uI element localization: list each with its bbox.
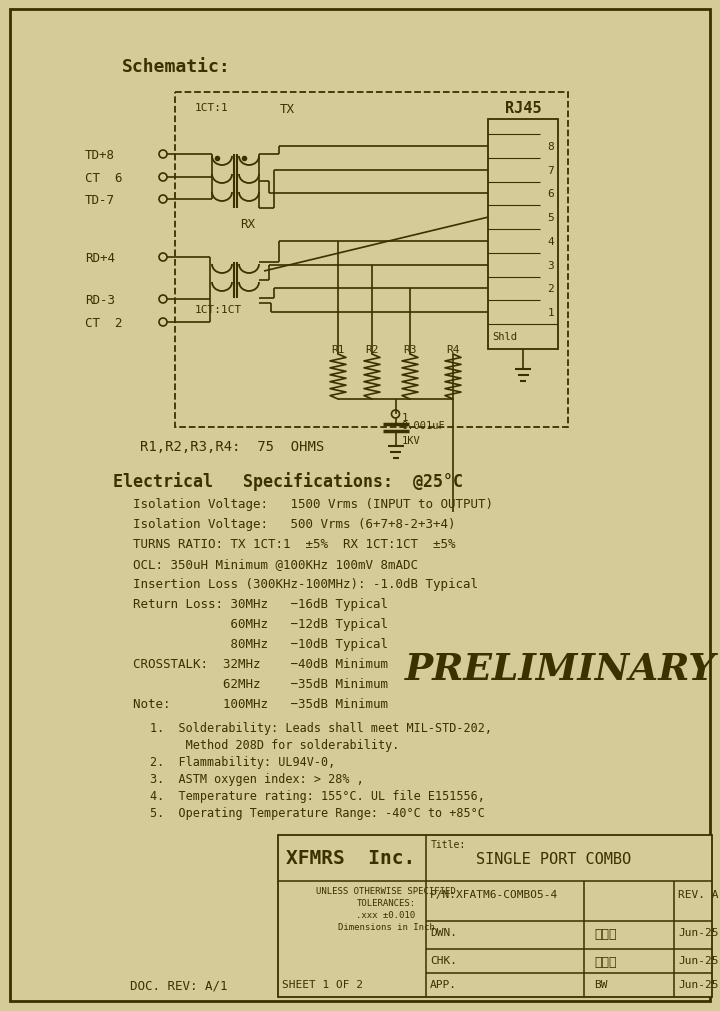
Text: 2.  Flammability: UL94V-0,: 2. Flammability: UL94V-0, bbox=[150, 755, 336, 768]
Text: SINGLE PORT COMBO: SINGLE PORT COMBO bbox=[476, 851, 631, 866]
Text: CHK.: CHK. bbox=[430, 955, 457, 966]
Text: R3: R3 bbox=[403, 345, 417, 355]
Text: 李小锤: 李小锤 bbox=[594, 927, 616, 940]
Text: Dimensions in Inch: Dimensions in Inch bbox=[338, 922, 434, 931]
Text: 3.  ASTM oxygen index: > 28% ,: 3. ASTM oxygen index: > 28% , bbox=[150, 772, 364, 786]
Text: Shld: Shld bbox=[492, 332, 517, 342]
Text: Schematic:: Schematic: bbox=[122, 58, 230, 76]
Text: P/N:XFATM6-COMBO5-4: P/N:XFATM6-COMBO5-4 bbox=[430, 889, 558, 899]
Text: Note:       100MHz   −35dB Minimum: Note: 100MHz −35dB Minimum bbox=[133, 698, 388, 711]
Text: 60MHz   −12dB Typical: 60MHz −12dB Typical bbox=[133, 618, 388, 631]
Bar bbox=[175, 93, 568, 428]
Text: 1: 1 bbox=[402, 412, 408, 423]
Text: TD-7: TD-7 bbox=[85, 193, 115, 206]
Text: R1: R1 bbox=[331, 345, 345, 355]
Text: APP.: APP. bbox=[430, 979, 457, 989]
Text: TX: TX bbox=[280, 103, 295, 116]
Text: Jun-25-02: Jun-25-02 bbox=[678, 955, 720, 966]
Text: OCL: 350uH Minimum @100KHz 100mV 8mADC: OCL: 350uH Minimum @100KHz 100mV 8mADC bbox=[133, 557, 418, 570]
Text: DWN.: DWN. bbox=[430, 927, 457, 937]
Text: 5: 5 bbox=[547, 213, 554, 222]
Bar bbox=[278, 835, 712, 997]
Text: .xxx ±0.010: .xxx ±0.010 bbox=[356, 910, 415, 919]
Text: 废玉帧: 废玉帧 bbox=[594, 955, 616, 969]
Text: 1.  Solderability: Leads shall meet MIL-STD-202,: 1. Solderability: Leads shall meet MIL-S… bbox=[150, 721, 492, 734]
Text: CROSSTALK:  32MHz    −40dB Minimum: CROSSTALK: 32MHz −40dB Minimum bbox=[133, 657, 388, 670]
Text: R1,R2,R3,R4:  75  OHMS: R1,R2,R3,R4: 75 OHMS bbox=[140, 440, 324, 454]
Text: TURNS RATIO: TX 1CT:1  ±5%  RX 1CT:1CT  ±5%: TURNS RATIO: TX 1CT:1 ±5% RX 1CT:1CT ±5% bbox=[133, 538, 456, 550]
Text: 1CT:1CT: 1CT:1CT bbox=[195, 304, 242, 314]
Text: 7: 7 bbox=[547, 166, 554, 176]
Text: 2: 2 bbox=[547, 284, 554, 294]
Text: DOC. REV: A/1: DOC. REV: A/1 bbox=[130, 979, 228, 992]
Text: 80MHz   −10dB Typical: 80MHz −10dB Typical bbox=[133, 637, 388, 650]
Text: Isolation Voltage:   1500 Vrms (INPUT to OUTPUT): Isolation Voltage: 1500 Vrms (INPUT to O… bbox=[133, 497, 493, 511]
Text: RJ45: RJ45 bbox=[505, 101, 541, 116]
Text: Return Loss: 30MHz   −16dB Typical: Return Loss: 30MHz −16dB Typical bbox=[133, 598, 388, 611]
Text: 8: 8 bbox=[547, 142, 554, 152]
Bar bbox=[488, 120, 558, 350]
Text: XFMRS  Inc.: XFMRS Inc. bbox=[286, 848, 415, 867]
Text: 62MHz    −35dB Minimum: 62MHz −35dB Minimum bbox=[133, 677, 388, 691]
Text: 4.  Temperature rating: 155°C. UL file E151556,: 4. Temperature rating: 155°C. UL file E1… bbox=[150, 790, 485, 802]
Text: 6: 6 bbox=[547, 189, 554, 199]
Text: RD+4: RD+4 bbox=[85, 252, 115, 264]
Text: 1: 1 bbox=[547, 307, 554, 317]
Text: R2: R2 bbox=[365, 345, 379, 355]
Text: 4: 4 bbox=[547, 237, 554, 247]
Text: TD+8: TD+8 bbox=[85, 149, 115, 162]
Text: Isolation Voltage:   500 Vrms (6+7+8-2+3+4): Isolation Voltage: 500 Vrms (6+7+8-2+3+4… bbox=[133, 518, 456, 531]
Text: TOLERANCES:: TOLERANCES: bbox=[356, 898, 415, 907]
Text: REV. A: REV. A bbox=[678, 889, 719, 899]
Text: Method 208D for solderability.: Method 208D for solderability. bbox=[150, 738, 400, 751]
Text: RD-3: RD-3 bbox=[85, 293, 115, 306]
Text: 3: 3 bbox=[547, 261, 554, 270]
Text: PRELIMINARY: PRELIMINARY bbox=[405, 651, 716, 687]
Text: Insertion Loss (300KHz-100MHz): -1.0dB Typical: Insertion Loss (300KHz-100MHz): -1.0dB T… bbox=[133, 577, 478, 590]
Text: CT  2: CT 2 bbox=[85, 316, 122, 330]
Text: 0.001uF: 0.001uF bbox=[402, 421, 445, 431]
Text: 1KV: 1KV bbox=[402, 436, 420, 446]
Text: UNLESS OTHERWISE SPECIFIED: UNLESS OTHERWISE SPECIFIED bbox=[316, 886, 456, 895]
Text: CT  6: CT 6 bbox=[85, 171, 122, 184]
Text: SHEET 1 OF 2: SHEET 1 OF 2 bbox=[282, 979, 363, 989]
Text: 1CT:1: 1CT:1 bbox=[195, 103, 229, 113]
Text: 5.  Operating Temperature Range: -40°C to +85°C: 5. Operating Temperature Range: -40°C to… bbox=[150, 806, 485, 819]
Text: Jun-25-02: Jun-25-02 bbox=[678, 927, 720, 937]
Text: BW: BW bbox=[594, 979, 608, 989]
Text: RX: RX bbox=[240, 217, 255, 231]
Text: Jun-25-02: Jun-25-02 bbox=[678, 979, 720, 989]
Text: R4: R4 bbox=[446, 345, 460, 355]
Text: Title:: Title: bbox=[431, 839, 467, 849]
Text: Electrical   Specifications:  @25°C: Electrical Specifications: @25°C bbox=[113, 471, 463, 490]
